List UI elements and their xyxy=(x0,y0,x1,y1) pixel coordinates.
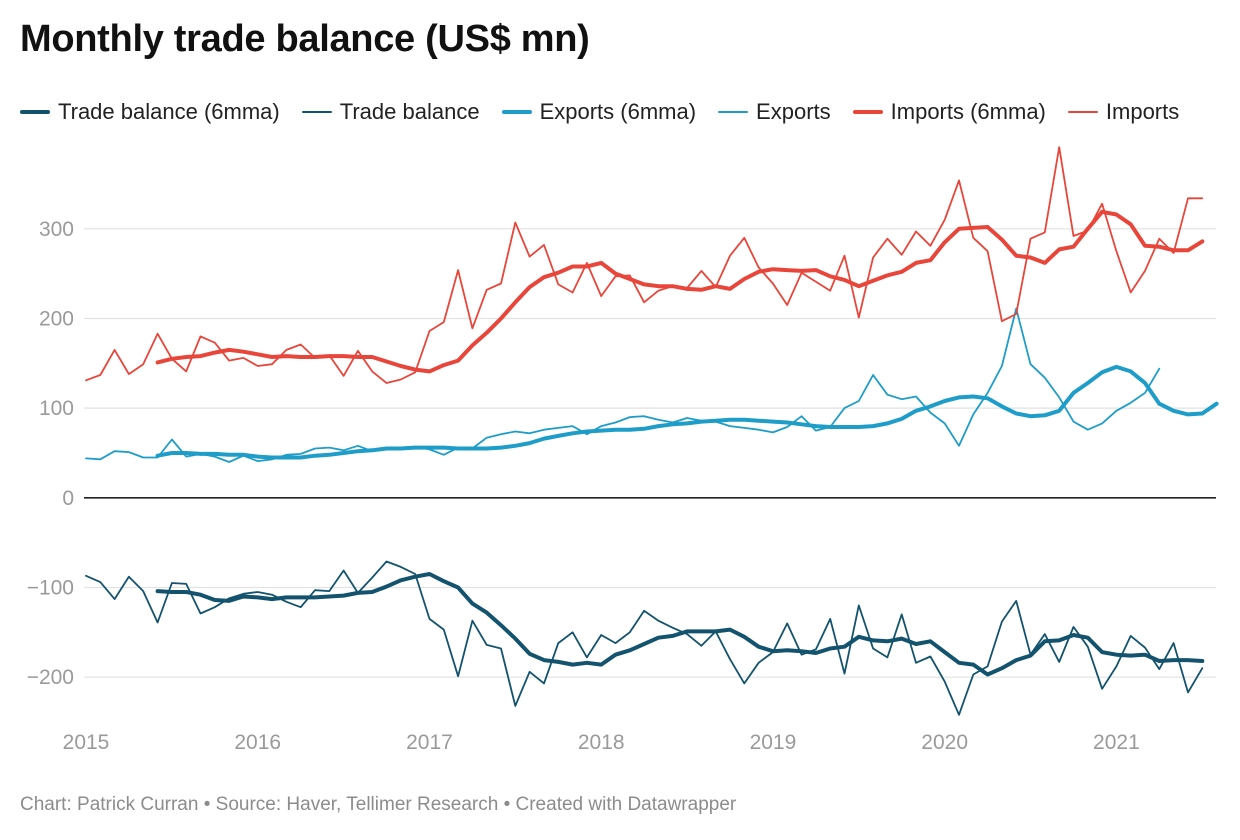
legend-swatch xyxy=(20,110,50,114)
legend-label: Exports xyxy=(756,99,831,124)
legend-swatch xyxy=(1067,111,1098,113)
series-line-exports xyxy=(85,307,1161,463)
y-tick-label: −200 xyxy=(27,666,74,689)
y-axis-ticks: 300 200 100 0 −100 −200 xyxy=(27,218,74,689)
legend-label: Imports xyxy=(1105,99,1180,124)
legend-swatch xyxy=(301,111,332,113)
x-tick-label: 2015 xyxy=(63,731,110,754)
legend-item-imports: Imports xyxy=(1067,94,1180,130)
legend-swatch xyxy=(852,110,883,114)
y-tick-label: −100 xyxy=(27,576,74,599)
y-tick-label: 100 xyxy=(39,397,74,420)
legend-swatch xyxy=(718,111,749,113)
series-line-imports xyxy=(85,146,1204,384)
series-line-trade-balance xyxy=(85,560,1204,716)
y-tick-label: 300 xyxy=(39,218,74,241)
source-note: Chart: Patrick Curran • Source: Haver, T… xyxy=(20,794,737,815)
series-line-trade-balance-6mma xyxy=(155,572,1205,677)
x-tick-label: 2020 xyxy=(921,731,968,754)
series-line-exports-6mma xyxy=(155,364,1219,460)
legend-item-trade-balance: Trade balance xyxy=(301,94,480,130)
legend-label: Imports (6mma) xyxy=(890,99,1046,124)
legend-label: Trade balance xyxy=(339,99,480,124)
legend-item-exports-6mma: Exports (6mma) xyxy=(501,94,697,130)
legend-item-imports-6mma: Imports (6mma) xyxy=(852,94,1046,130)
x-tick-label: 2016 xyxy=(234,731,281,754)
legend-item-trade-balance-6mma: Trade balance (6mma) xyxy=(20,94,280,130)
legend-item-exports: Exports xyxy=(718,94,831,130)
grid-lines xyxy=(84,228,1216,678)
x-tick-label: 2018 xyxy=(578,731,625,754)
legend-label: Exports (6mma) xyxy=(539,99,697,124)
chart-legend: Trade balance (6mma) Trade balance Exports… xyxy=(20,94,1200,130)
legend-swatch xyxy=(501,110,532,114)
y-tick-label: 200 xyxy=(39,307,74,330)
x-tick-label: 2021 xyxy=(1093,731,1140,754)
legend-label: Trade balance (6mma) xyxy=(58,99,280,124)
x-tick-label: 2019 xyxy=(750,731,797,754)
series-line-imports-6mma xyxy=(155,209,1205,374)
x-tick-label: 2017 xyxy=(406,731,453,754)
chart-title: Monthly trade balance (US$ mn) xyxy=(20,18,590,60)
series-layer xyxy=(85,146,1219,716)
x-axis-ticks: 2015 2016 2017 2018 2019 2020 2021 xyxy=(63,731,1140,754)
y-tick-label: 0 xyxy=(62,487,74,510)
